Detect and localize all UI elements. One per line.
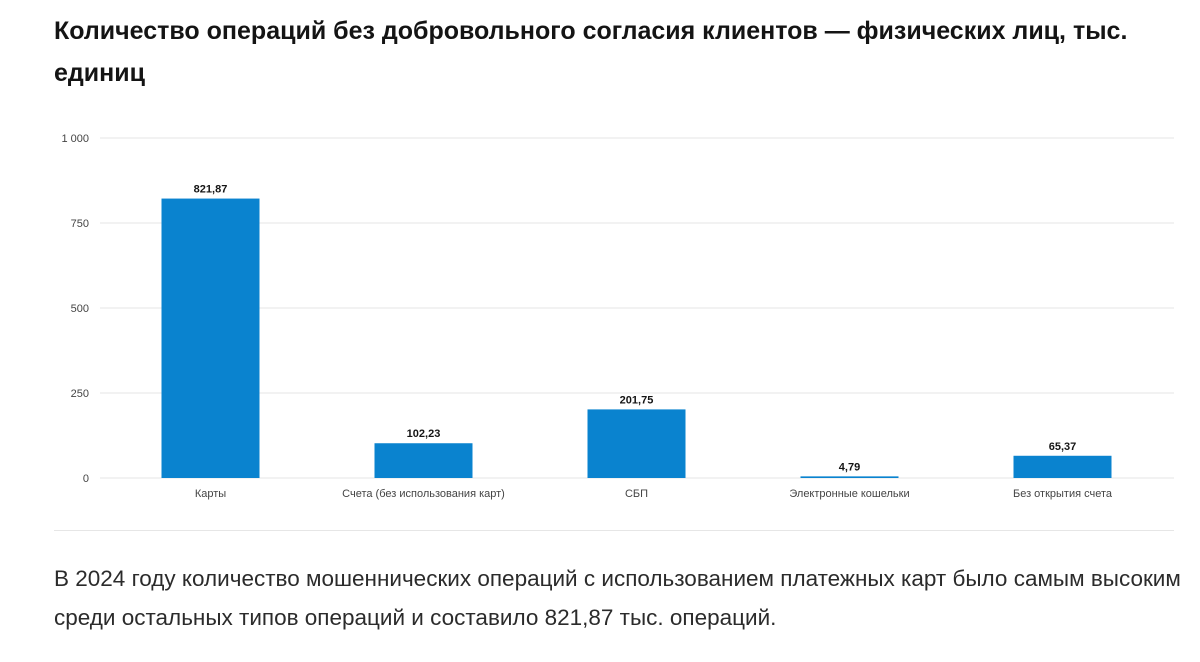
bar-5 — [1013, 455, 1112, 478]
x-axis-categories: Карты Счета (без использования карт) СБП Эл… — [195, 488, 1113, 500]
value-label: 4,79 — [839, 461, 860, 473]
category-label: Без открытия счета — [1013, 488, 1113, 500]
y-tick-label: 500 — [71, 303, 89, 315]
y-tick-label: 750 — [71, 218, 89, 230]
chart-caption: В 2024 году количество мошеннических опе… — [54, 566, 1181, 630]
bar-chart: 0 250 500 750 1 000 821,87 102,23 201,75 4,79 65… — [61, 133, 1174, 500]
y-tick-label: 250 — [71, 388, 89, 400]
chart-title: Количество операций без добровольного со… — [54, 17, 1128, 87]
value-label: 65,37 — [1049, 441, 1077, 453]
value-label: 201,75 — [620, 394, 654, 406]
bars — [161, 198, 1112, 478]
category-label: Электронные кошельки — [789, 488, 909, 500]
y-tick-label: 1 000 — [61, 133, 89, 145]
value-label: 102,23 — [407, 428, 441, 440]
divider — [54, 530, 1174, 531]
category-label: СБП — [625, 488, 648, 500]
category-label: Карты — [195, 488, 226, 500]
y-tick-label: 0 — [83, 473, 89, 485]
bar-4 — [800, 476, 899, 478]
gridlines — [100, 137, 1174, 479]
y-axis-ticks: 0 250 500 750 1 000 — [61, 133, 89, 485]
bar-3 — [587, 409, 686, 478]
category-label: Счета (без использования карт) — [342, 488, 505, 500]
bar-1 — [161, 198, 260, 478]
bar-2 — [374, 443, 473, 478]
value-labels: 821,87 102,23 201,75 4,79 65,37 — [194, 184, 1077, 474]
value-label: 821,87 — [194, 184, 228, 196]
